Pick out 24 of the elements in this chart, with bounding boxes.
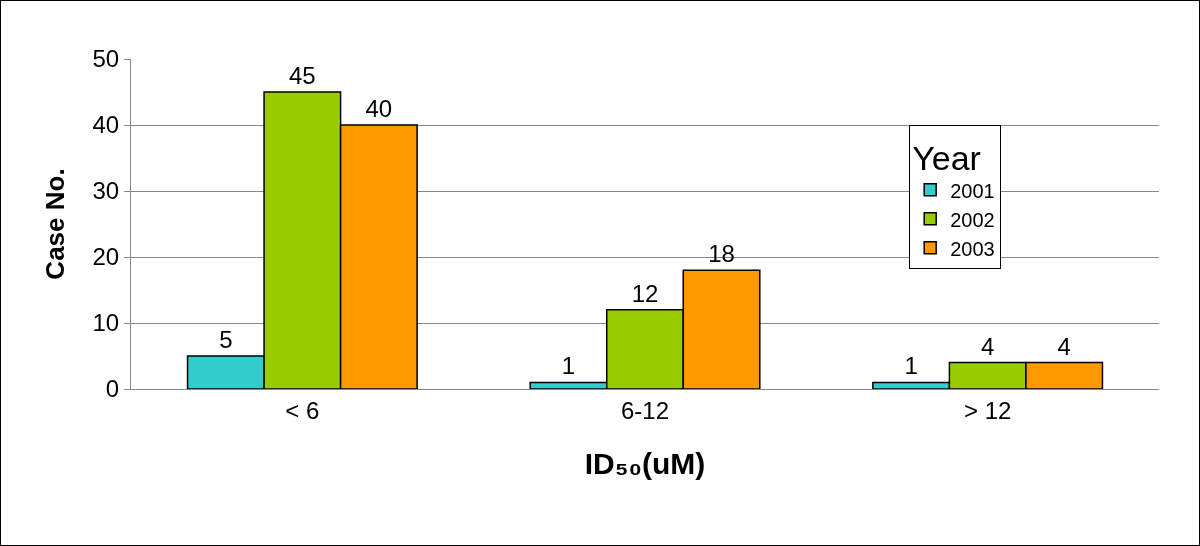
data-label: 40 (365, 95, 393, 122)
x-tick-label: 6-12 (620, 396, 670, 424)
x-tick-label: > 12 (963, 396, 1012, 424)
data-label: 4 (1057, 332, 1071, 360)
y-tick-label: 0 (105, 375, 120, 403)
legend-title: Year (912, 139, 981, 178)
data-label: 4 (980, 332, 995, 360)
y-axis-title: Case No. (39, 168, 70, 280)
legend-label: 2002 (950, 208, 995, 231)
legend-label: 2001 (950, 179, 995, 202)
x-axis-title: ID₅₀(uM) (584, 447, 706, 481)
data-label: 1 (904, 352, 918, 380)
data-label: 1 (561, 352, 576, 380)
legend-label: 2003 (950, 237, 995, 260)
x-tick-label: < 6 (285, 396, 320, 424)
y-tick-label: 30 (92, 177, 120, 205)
y-tick-label: 10 (92, 309, 120, 337)
y-tick-label: 20 (92, 243, 120, 271)
data-label: 12 (631, 279, 659, 307)
y-tick-label: 50 (92, 45, 120, 73)
data-label: 45 (288, 62, 316, 89)
y-tick-label: 40 (92, 111, 120, 139)
data-label: 5 (219, 326, 233, 353)
data-label: 18 (708, 240, 735, 268)
